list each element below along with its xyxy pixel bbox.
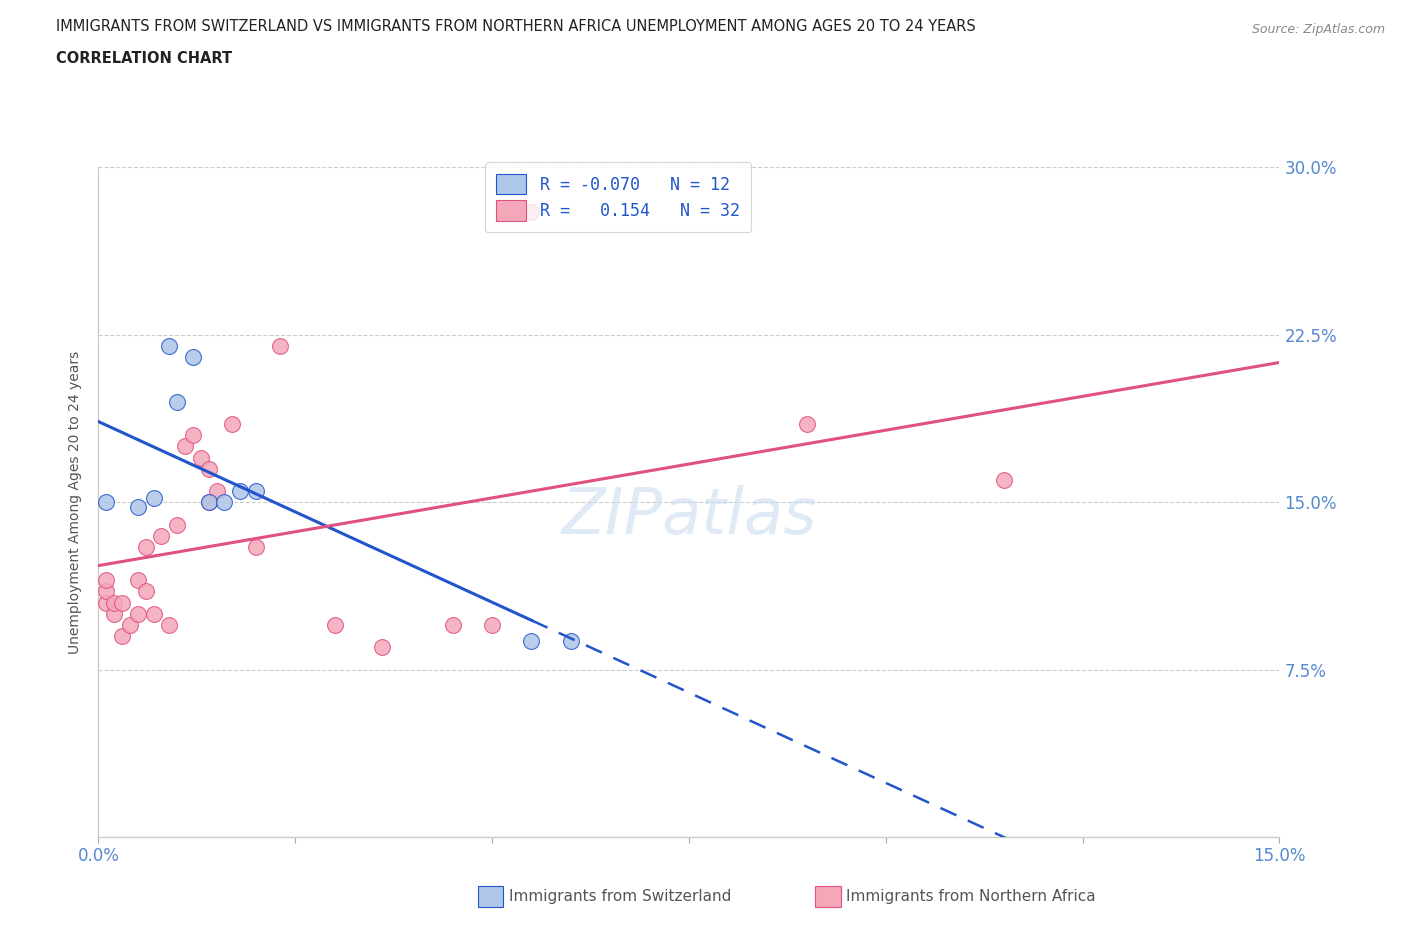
Point bbox=[323, 618, 346, 632]
Text: Immigrants from Northern Africa: Immigrants from Northern Africa bbox=[846, 889, 1097, 904]
Point bbox=[127, 499, 149, 514]
Point bbox=[174, 439, 197, 454]
Point bbox=[197, 495, 219, 510]
Point bbox=[135, 584, 157, 599]
Point bbox=[205, 484, 228, 498]
Point bbox=[560, 633, 582, 648]
Point bbox=[142, 606, 165, 621]
Point bbox=[150, 528, 173, 543]
Point bbox=[166, 394, 188, 409]
Point bbox=[135, 539, 157, 554]
Point bbox=[197, 461, 219, 476]
Point bbox=[103, 606, 125, 621]
Point bbox=[245, 484, 267, 498]
Point bbox=[127, 606, 149, 621]
Point bbox=[269, 339, 291, 353]
Point bbox=[118, 618, 141, 632]
Text: Source: ZipAtlas.com: Source: ZipAtlas.com bbox=[1251, 23, 1385, 36]
Point bbox=[157, 618, 180, 632]
Point bbox=[111, 595, 134, 610]
Point bbox=[181, 428, 204, 443]
Point bbox=[371, 640, 394, 655]
Point bbox=[181, 350, 204, 365]
Y-axis label: Unemployment Among Ages 20 to 24 years: Unemployment Among Ages 20 to 24 years bbox=[69, 351, 83, 654]
Point bbox=[441, 618, 464, 632]
Point bbox=[520, 205, 543, 219]
Point bbox=[111, 629, 134, 644]
Point bbox=[157, 339, 180, 353]
Point bbox=[166, 517, 188, 532]
Point bbox=[229, 484, 252, 498]
Point bbox=[993, 472, 1015, 487]
Point bbox=[96, 573, 118, 588]
Point bbox=[520, 633, 543, 648]
Point bbox=[221, 417, 243, 432]
Legend: R = -0.070   N = 12, R =   0.154   N = 32: R = -0.070 N = 12, R = 0.154 N = 32 bbox=[485, 163, 751, 232]
Text: CORRELATION CHART: CORRELATION CHART bbox=[56, 51, 232, 66]
Point bbox=[96, 595, 118, 610]
Point bbox=[481, 618, 503, 632]
Point bbox=[245, 539, 267, 554]
Point bbox=[96, 584, 118, 599]
Point bbox=[142, 490, 165, 505]
Point bbox=[197, 495, 219, 510]
Point bbox=[190, 450, 212, 465]
Text: ZIPatlas: ZIPatlas bbox=[561, 485, 817, 547]
Point bbox=[103, 595, 125, 610]
Point bbox=[127, 573, 149, 588]
Point bbox=[214, 495, 236, 510]
Text: IMMIGRANTS FROM SWITZERLAND VS IMMIGRANTS FROM NORTHERN AFRICA UNEMPLOYMENT AMON: IMMIGRANTS FROM SWITZERLAND VS IMMIGRANT… bbox=[56, 19, 976, 33]
Point bbox=[796, 417, 818, 432]
Text: Immigrants from Switzerland: Immigrants from Switzerland bbox=[509, 889, 731, 904]
Point bbox=[96, 495, 118, 510]
